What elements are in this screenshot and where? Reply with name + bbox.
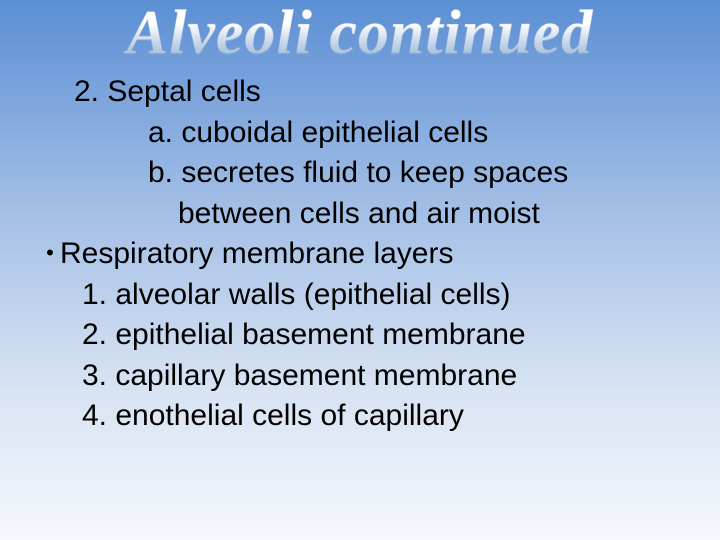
bullet-icon: • — [40, 238, 60, 268]
line-alveolar-walls: 1. alveolar walls (epithelial cells) — [30, 275, 720, 316]
line-capillary-basement: 3. capillary basement membrane — [30, 356, 720, 397]
line-epithelial-basement: 2. epithelial basement membrane — [30, 315, 720, 356]
line-cuboidal: a. cuboidal epithelial cells — [30, 113, 720, 154]
line-enothelial: 4. enothelial cells of capillary — [30, 396, 720, 437]
slide: Alveoli continued 2. Septal cells a. cub… — [0, 2, 720, 540]
line-septal-cells: 2. Septal cells — [30, 72, 720, 113]
bullet-respiratory: •Respiratory membrane layers — [30, 234, 720, 275]
line-between: between cells and air moist — [30, 194, 720, 235]
slide-body: 2. Septal cells a. cuboidal epithelial c… — [0, 72, 720, 437]
slide-title: Alveoli continued — [0, 2, 720, 64]
bullet-label: Respiratory membrane layers — [60, 237, 453, 270]
line-secretes: b. secretes fluid to keep spaces — [30, 153, 720, 194]
